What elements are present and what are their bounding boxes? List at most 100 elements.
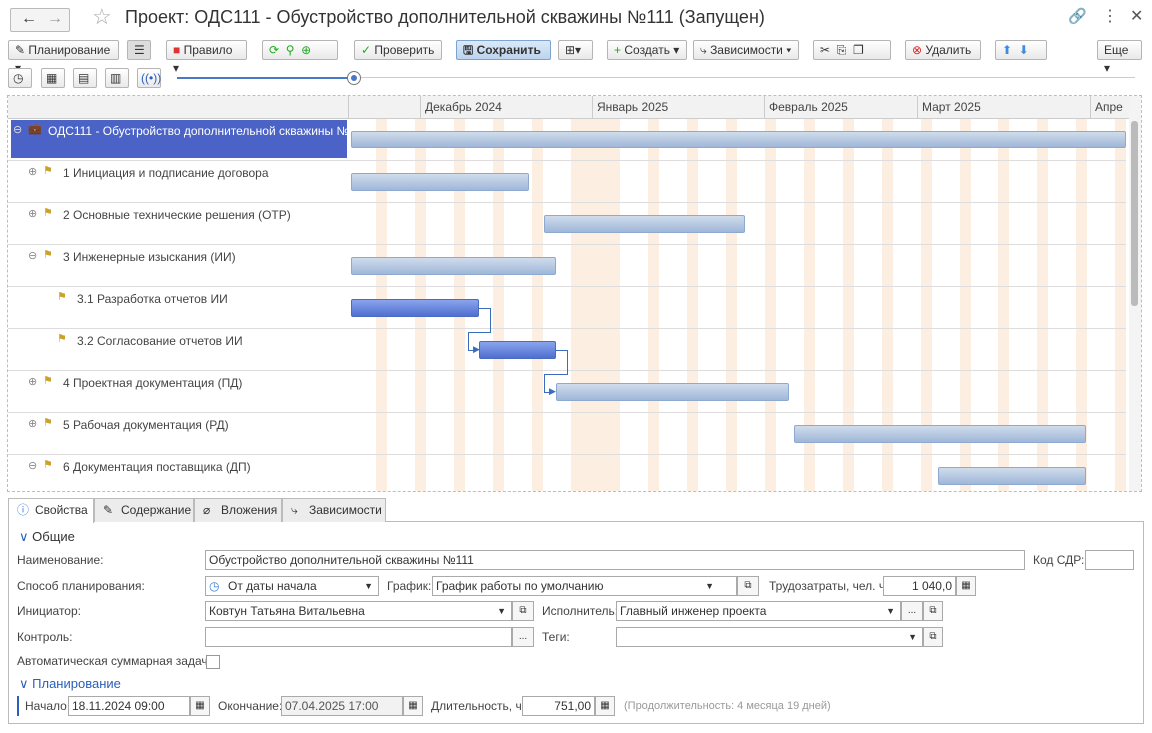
- clipboard-buttons[interactable]: ✂ ⎘ ❐: [813, 40, 891, 60]
- save-button[interactable]: 🖫 Сохранить: [456, 40, 551, 60]
- field-label: Инициатор:: [17, 604, 81, 618]
- task-label[interactable]: 2 Основные технические решения (ОТР): [63, 208, 291, 222]
- tab[interactable]: ⌀ Вложения: [194, 498, 282, 522]
- open-button[interactable]: ⧉: [923, 601, 943, 621]
- start-input[interactable]: 18.11.2024 09:00: [68, 696, 190, 716]
- weekend-stripe: [765, 119, 776, 491]
- expand-toggle[interactable]: ⊕: [28, 376, 38, 388]
- schedule-input[interactable]: График работы по умолчанию ▼: [432, 576, 737, 596]
- task-bar[interactable]: [479, 341, 556, 359]
- field-label: Способ планирования:: [17, 579, 145, 593]
- task-bar[interactable]: [544, 215, 745, 233]
- calc-button[interactable]: ▦: [595, 696, 615, 716]
- tab[interactable]: ⓘ Свойства: [8, 498, 94, 523]
- task-label[interactable]: 3 Инженерные изыскания (ИИ): [63, 250, 236, 264]
- expand-toggle[interactable]: ⊖: [28, 460, 38, 472]
- column-divider: [348, 96, 349, 118]
- refresh-buttons[interactable]: ⟳ ⚲ ⊕: [262, 40, 338, 60]
- weekend-stripe: [1115, 119, 1127, 491]
- task-bar[interactable]: [556, 383, 789, 401]
- tab[interactable]: ⤷ Зависимости: [282, 498, 386, 522]
- task-bar[interactable]: [351, 173, 529, 191]
- task-bar[interactable]: [351, 299, 479, 317]
- task-bar[interactable]: [794, 425, 1086, 443]
- weekend-stripe: [1076, 119, 1088, 491]
- month-divider: [420, 96, 421, 118]
- select-button[interactable]: ...: [901, 601, 923, 621]
- favorite-star[interactable]: ☆: [92, 4, 112, 29]
- select-button[interactable]: ...: [512, 627, 534, 647]
- task-label[interactable]: 3.1 Разработка отчетов ИИ: [77, 292, 228, 306]
- tags-input[interactable]: ▼: [616, 627, 923, 647]
- toggle-button[interactable]: ☰: [127, 40, 151, 60]
- task-bar[interactable]: [351, 131, 1126, 148]
- sdr-input[interactable]: [1085, 550, 1134, 570]
- field-label: Код СДР:: [1033, 553, 1085, 567]
- check-button[interactable]: ✓ Проверить: [354, 40, 442, 60]
- gantt-header: [8, 96, 1141, 119]
- task-label[interactable]: 1 Инициация и подписание договора: [63, 166, 269, 180]
- rule-button[interactable]: ■ Правило ▾: [166, 40, 247, 75]
- scale-button[interactable]: ◷: [8, 68, 32, 88]
- link-icon[interactable]: 🔗: [1068, 8, 1087, 25]
- delete-button[interactable]: ⊗ Удалить: [905, 40, 981, 60]
- dependency-line: [468, 332, 491, 333]
- more-button[interactable]: Еще ▾: [1097, 40, 1142, 75]
- weekend-stripe: [803, 119, 815, 491]
- dependencies-button[interactable]: ⤷ Зависимости ▾: [693, 40, 799, 60]
- end-input: 07.04.2025 17:00: [281, 696, 403, 716]
- row-divider: [8, 328, 1126, 329]
- section-header[interactable]: ∨ Планирование: [19, 676, 121, 691]
- scale-button[interactable]: ▦: [41, 68, 65, 88]
- scrollbar-thumb: [1131, 121, 1138, 306]
- scale-button[interactable]: ((•)): [137, 68, 161, 88]
- expand-toggle[interactable]: ⊖: [28, 250, 38, 262]
- structure-button[interactable]: ⊞▾: [558, 40, 593, 60]
- task-label[interactable]: 5 Рабочая документация (РД): [63, 418, 229, 432]
- duration-input[interactable]: 751,00: [522, 696, 595, 716]
- close-icon[interactable]: ✕: [1130, 8, 1144, 25]
- open-button[interactable]: ⧉: [512, 601, 534, 621]
- expand-toggle[interactable]: ⊖: [13, 124, 23, 136]
- scale-button[interactable]: ▤: [73, 68, 97, 88]
- section-marker: [17, 696, 19, 716]
- create-button[interactable]: + Создать ▾: [607, 40, 687, 60]
- task-label[interactable]: ОДС111 - Обустройство дополнительной скв…: [48, 124, 368, 138]
- name-input[interactable]: Обустройство дополнительной скважины №11…: [205, 550, 1025, 570]
- task-label[interactable]: 6 Документация поставщика (ДП): [63, 460, 251, 474]
- method-input[interactable]: ◷ От даты начала ▼: [205, 576, 379, 596]
- month-divider: [917, 96, 918, 118]
- expand-toggle[interactable]: ⊕: [28, 208, 38, 220]
- row-divider: [8, 202, 1126, 203]
- task-bar[interactable]: [938, 467, 1086, 485]
- labor-input[interactable]: 1 040,0: [883, 576, 956, 596]
- dependency-line: [556, 350, 567, 351]
- field-label: Теги:: [542, 630, 570, 644]
- scale-button[interactable]: ▥: [105, 68, 129, 88]
- initiator-input[interactable]: Ковтун Татьяна Витальевна ▼: [205, 601, 512, 621]
- expand-toggle[interactable]: ⊕: [28, 166, 38, 178]
- executor-input[interactable]: Главный инженер проекта ▼: [616, 601, 901, 621]
- task-label[interactable]: 3.2 Согласование отчетов ИИ: [77, 334, 243, 348]
- task-bar[interactable]: [351, 257, 556, 275]
- delete-text: Удалить: [925, 43, 972, 57]
- calendar-button[interactable]: ▦: [190, 696, 210, 716]
- calc-button[interactable]: ▦: [956, 576, 976, 596]
- move-buttons[interactable]: ⬆ ⬇: [995, 40, 1047, 60]
- weekend-stripe: [648, 119, 660, 491]
- auto-checkbox[interactable]: [206, 655, 220, 669]
- weekend-stripe: [492, 119, 504, 491]
- task-label[interactable]: 4 Проектная документация (ПД): [63, 376, 243, 390]
- planning-button[interactable]: ✎ Планирование ▾: [8, 40, 119, 75]
- expand-toggle[interactable]: ⊕: [28, 418, 38, 430]
- menu-icon[interactable]: ⋮: [1102, 8, 1118, 25]
- zoom-thumb[interactable]: [347, 71, 361, 85]
- open-button[interactable]: ⧉: [923, 627, 943, 647]
- control-input[interactable]: [205, 627, 512, 647]
- holiday-stripe: [574, 119, 618, 491]
- open-button[interactable]: ⧉: [737, 576, 759, 596]
- nav-buttons[interactable]: ← →: [10, 8, 70, 32]
- section-header[interactable]: ∨ Общие: [19, 529, 75, 544]
- weekend-stripe: [920, 119, 932, 491]
- tab[interactable]: ✎ Содержание: [94, 498, 194, 522]
